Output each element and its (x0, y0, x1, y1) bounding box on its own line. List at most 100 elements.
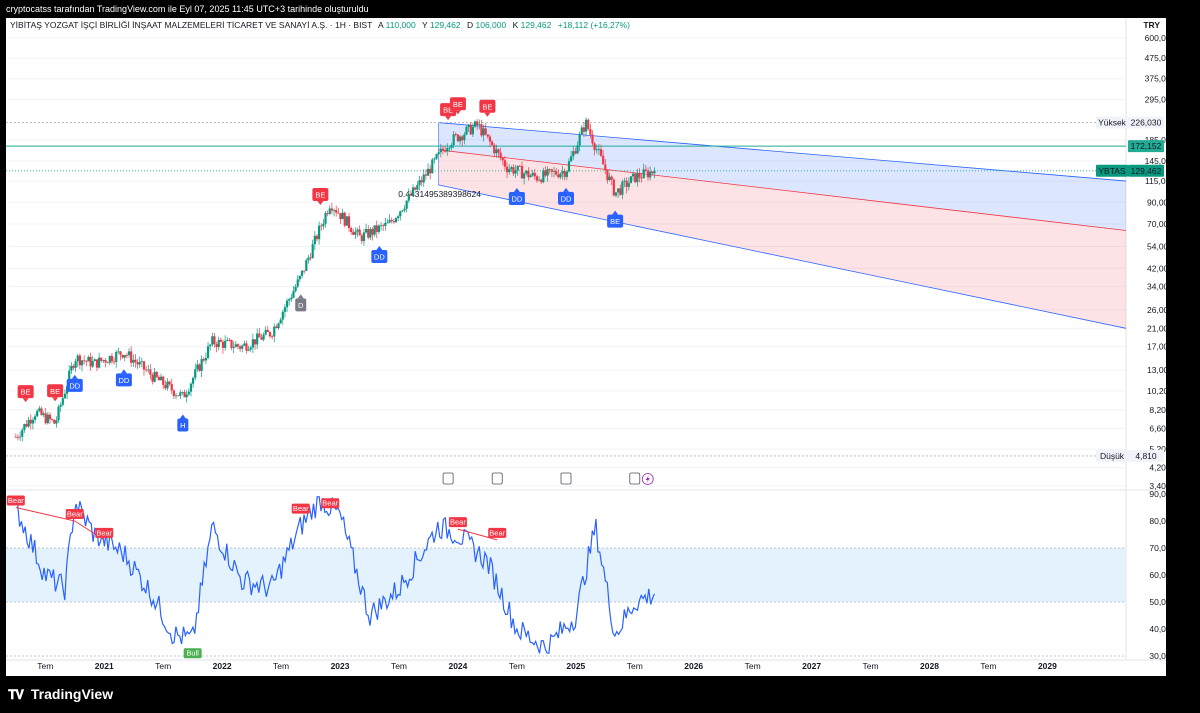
earnings-event-badge[interactable] (491, 472, 503, 485)
oscillator-axis-tick: 30,00 (1149, 651, 1166, 661)
candle-body (503, 160, 507, 167)
price-axis-tick: 42,000 (1147, 263, 1166, 273)
earnings-event-badge[interactable] (560, 472, 572, 485)
candle-body (155, 371, 158, 378)
signal-pointer (563, 187, 569, 192)
candle-body (183, 392, 186, 398)
candle-body (104, 360, 107, 363)
earnings-event-label: E (563, 475, 568, 484)
candle-body (87, 356, 90, 362)
candle-body (106, 362, 109, 364)
candle-body (76, 355, 79, 362)
candle-body (362, 232, 366, 242)
earnings-event-badge[interactable] (629, 472, 641, 485)
candle-body (540, 179, 543, 183)
candle-body (531, 172, 534, 176)
chart-frame[interactable]: 0.4431495389398624 BE BE DD DD H D BE DD BE BE BE D… (6, 18, 1166, 676)
currency-label: TRY (1143, 20, 1160, 30)
time-axis-tick: Tem (155, 661, 171, 671)
candle-body (397, 216, 400, 219)
candle-body (130, 351, 133, 363)
oscillator-signal-bull (183, 648, 202, 659)
candle-body (320, 225, 323, 227)
oscillator-signal-bear (488, 527, 507, 538)
candle-body (371, 229, 374, 235)
signal-marker-be (607, 214, 624, 228)
candle-body (256, 333, 259, 345)
candle-body (247, 349, 250, 351)
oscillator-signal-bear (321, 498, 340, 509)
candle-body (204, 357, 208, 361)
candle-body (454, 134, 457, 136)
candle-body (21, 429, 24, 437)
channel-lower-fill (438, 149, 1126, 329)
candle-body (542, 170, 545, 183)
candle-body (23, 424, 26, 430)
last-price-caption-bg (1096, 164, 1128, 177)
candle-body (627, 183, 630, 187)
candle-body (157, 377, 161, 381)
candle-body (441, 148, 445, 151)
signal-label: BE (453, 100, 463, 109)
signal-pointer (22, 398, 29, 403)
candle-body (358, 229, 361, 236)
candle-body (499, 152, 502, 158)
candle-body (379, 225, 383, 227)
range-low-caption-bg (1096, 449, 1128, 462)
candle-body (236, 344, 240, 347)
candle-body (53, 419, 56, 424)
candle-body (36, 410, 39, 417)
candle-body (388, 220, 391, 223)
channel-upper-line (438, 122, 1127, 182)
time-axis-tick: Tem (509, 661, 525, 671)
oscillator-signal-label: Bear (450, 518, 466, 527)
oscillator-signal-label: Bear (8, 496, 24, 505)
price-axis-tick: 600,000 (1145, 33, 1166, 43)
candle-body (439, 148, 442, 153)
oscillator-signal-label: Bear (322, 499, 338, 508)
signal-marker-be (47, 384, 64, 398)
candle-body (253, 339, 257, 345)
signal-label: DD (561, 194, 572, 203)
candle-body (234, 344, 237, 348)
candle-body (18, 436, 22, 438)
candle-body (478, 124, 481, 126)
candle-body (121, 354, 124, 358)
price-axis-tick: 3,400 (1149, 481, 1166, 491)
candle-body (191, 377, 195, 384)
oscillator-signal-bear (448, 517, 467, 528)
candle-body (303, 270, 306, 272)
time-axis-tick: 2023 (331, 661, 350, 671)
attribution-bar: cryptocatss tarafından TradingView.com i… (0, 0, 1200, 18)
time-axis-tick: Tem (980, 661, 996, 671)
time-axis-tick: 2022 (213, 661, 232, 671)
candle-body (497, 149, 500, 153)
candle-body (649, 171, 652, 178)
candle-body (623, 180, 626, 182)
candle-body (640, 177, 643, 179)
range-low-caption: Düşük (1100, 451, 1125, 461)
candle-body (471, 126, 474, 135)
candle-body (424, 174, 427, 176)
oscillator-axis-tick: 50,00 (1149, 597, 1166, 607)
candle-body (55, 420, 58, 424)
signal-label: BE (50, 387, 60, 396)
candle-body (437, 152, 440, 155)
candle-body (44, 413, 47, 424)
candle-body (339, 213, 342, 220)
candle-body (578, 134, 581, 146)
candle-body (136, 362, 139, 365)
tradingview-logo[interactable]: 𝐓𝐕 TradingView (8, 686, 113, 703)
candle-body (375, 225, 378, 232)
candle-body (369, 229, 372, 238)
earnings-event-badge[interactable] (442, 472, 454, 485)
time-axis-tick: Tem (745, 661, 761, 671)
oscillator-axis-tick: 70,00 (1149, 543, 1166, 553)
candle-body (159, 376, 163, 381)
legend-k-label: K (513, 20, 519, 30)
candle-body (48, 414, 52, 420)
candle-body (552, 171, 556, 172)
candle-body (495, 149, 498, 154)
last-price-value: 129,462 (1131, 166, 1162, 176)
